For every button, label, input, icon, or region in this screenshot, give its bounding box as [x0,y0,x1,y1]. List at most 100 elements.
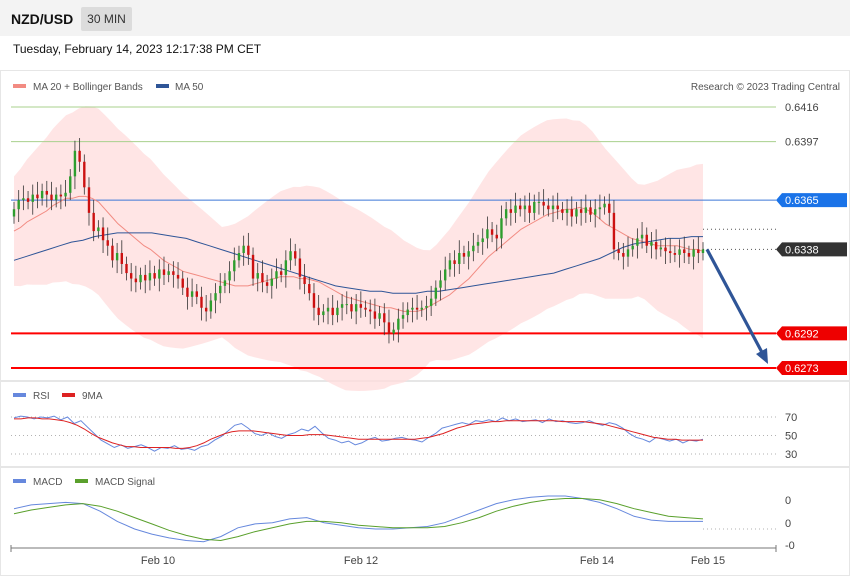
level-tag-pivot [776,193,847,208]
candle [167,263,170,283]
credit-text: Research © 2023 Trading Central [691,82,840,93]
candle-body [561,209,564,213]
candle-body [176,274,180,279]
candle-body [617,249,620,254]
candle [73,140,77,190]
candle-body [697,249,700,254]
candle [415,294,419,320]
candle-body [603,203,606,208]
candle [106,227,109,256]
candle [617,242,620,261]
candle-body [429,298,433,306]
candle [31,184,34,215]
candle-body [668,251,672,254]
candle [533,194,536,221]
candle-body [87,187,91,213]
rsi-level-label: 50 [785,431,797,443]
forecast-arrow-shaft [705,248,767,359]
candle-body [514,205,517,213]
candle [129,263,133,292]
candle-body [453,260,456,264]
candle-body [565,209,569,213]
candle-body [631,245,634,250]
candle-body [636,238,639,246]
candle [219,273,222,304]
candle-body [364,307,367,310]
candle-body [495,234,498,239]
candle [176,262,180,289]
candle [354,294,358,325]
candle-body [373,311,377,319]
candle-body [650,242,653,246]
macd-plot: 0 0 -0 [13,495,795,552]
candle [378,305,381,327]
candle-body [387,322,391,334]
candle-body [326,307,330,312]
candle [153,265,156,286]
candle [444,256,447,291]
candle [200,286,203,321]
candle-body [190,291,194,297]
candle [659,240,663,257]
x-tick-label: Feb 14 [580,555,614,567]
candle [486,216,489,249]
candle-body [50,194,53,201]
candle-body [701,249,705,254]
candle [664,237,667,264]
candle [387,309,391,344]
candle-body [612,212,616,250]
candle-body [354,304,358,312]
candle [612,200,616,260]
level-tag-support [776,326,847,341]
candle [542,189,545,216]
candle [697,236,700,264]
candle [575,201,578,224]
candle [284,250,288,288]
candle-body [678,249,681,255]
candle [59,184,63,210]
candle-body [547,205,550,210]
candle-body [462,253,466,257]
candle-body [519,205,522,210]
candle [22,185,25,211]
macd-signal-line [13,498,704,542]
ma50-legend-label: MA 50 [175,82,204,93]
candle-body [153,273,156,279]
candle-body [500,218,503,239]
candle-body [115,253,119,261]
timeframe-button[interactable]: 30 MIN [81,7,132,31]
candle [434,280,438,306]
candle-body [537,201,541,203]
candle-body [490,229,494,235]
level-tag-support [776,361,847,375]
candle [622,242,625,270]
ma50-line [13,232,703,294]
candle-body [261,273,264,283]
candle-body [144,274,147,281]
candle-body [551,205,555,210]
candle-body [148,273,152,281]
candle [172,261,175,288]
candle-body [129,273,133,279]
candle [340,294,344,321]
candle [78,138,81,172]
candle-body [200,296,203,308]
candle-body [134,278,138,283]
candle [429,285,433,316]
candle [584,194,588,223]
candle [303,263,306,295]
forecast-arrow [705,248,768,364]
candle-body [308,284,311,294]
candle-body [472,245,475,252]
candle [158,259,161,292]
rsi-level-label: 30 [785,449,797,461]
candle [514,192,517,223]
candle [326,297,330,325]
candle-body [322,311,325,316]
candle [247,232,250,265]
candle-body [593,209,597,215]
candle [275,258,278,289]
candle [631,238,634,257]
forecast-arrow-head [756,348,768,364]
candle-body [83,161,86,188]
